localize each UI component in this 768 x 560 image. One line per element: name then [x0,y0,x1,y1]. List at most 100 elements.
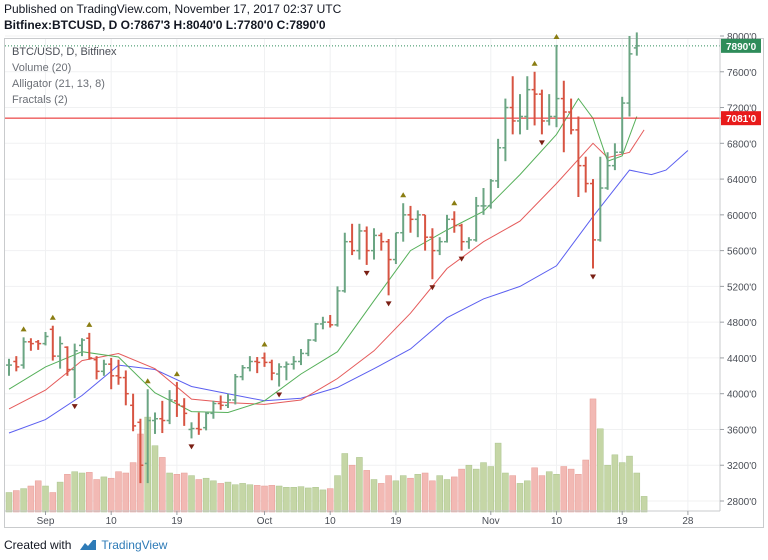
ohlc-bar [334,286,341,327]
fractal-up-marker [144,378,151,384]
volume-bar [86,472,93,513]
price-tick-label: 7600'0 [727,68,757,79]
ohlc-bar [597,156,604,242]
ohlc-bar [509,76,516,135]
fractal-up-marker [400,192,407,198]
ohlc-bar [86,332,93,360]
tradingview-brand: TradingView [101,538,168,552]
chart-frame [4,38,764,528]
ohlc-bar [71,343,78,399]
volume-bar [392,480,400,513]
ohlc-bar [487,179,494,209]
volume-bar [640,496,648,513]
ohlc-bar [13,356,20,372]
volume-bar [524,480,531,513]
last-price-label: 7890'0 [726,42,757,53]
volume-bar [597,428,604,513]
volume-bar [305,487,312,513]
volume-bar [195,479,203,513]
volume-bar [34,480,42,513]
ohlc-bar [290,356,297,370]
created-with-text: Created with [4,538,72,552]
ohlc-bar [6,358,12,376]
volume-bar [159,457,166,513]
volume-bar [166,472,173,513]
volume-bar [348,464,356,513]
volume-bar [253,485,261,513]
volume-bar [107,477,115,513]
ohlc-bar [436,237,443,256]
price-tick-label: 5600'0 [727,247,757,258]
volume-bar [429,480,436,513]
ohlc-bar [108,357,115,390]
volume-bar [378,483,385,513]
ohlc-bar [619,96,626,155]
ohlc-bar [276,363,283,387]
time-tick-label: 10 [106,516,118,527]
ohlc-bar [495,138,502,189]
volume-bar [472,468,480,513]
volume-bar [93,479,100,513]
ohlc-bar [560,80,567,153]
ohlc-bar [575,116,582,197]
price-tick-label: 7200'0 [727,104,757,115]
indicator-fractals[interactable]: Fractals (2) [12,94,68,106]
ohlc-bar [57,336,64,369]
ohlc-bar [422,214,429,251]
volume-bar [604,464,611,513]
ohlc-bar [159,400,166,434]
ohlc-bar [524,76,531,130]
fractal-down-marker [590,274,596,280]
ohlc-bar [407,205,414,233]
volume-bar [334,475,341,513]
ohlc-bar [42,331,49,346]
volume-bar [399,475,407,513]
ohlc-bar [626,36,633,117]
volume-bar [414,474,422,513]
ohlc-bar [568,98,575,135]
price-tick-label: 4400'0 [727,354,757,365]
volume-bar [246,484,254,513]
volume-bar [5,492,13,513]
ohlc-bar [538,89,545,135]
fractal-up-marker [451,200,458,206]
volume-bar [567,468,575,513]
ohlc-bar [283,361,290,381]
volume-bar [13,490,20,513]
time-tick-label: Oct [257,516,273,527]
price-tick-label: 6400'0 [727,175,757,186]
time-tick-label: Nov [482,516,500,527]
ohlc-bar [356,223,363,260]
ohlc-bar [363,226,370,265]
price-tick-label: 4800'0 [727,318,757,329]
volume-bar [421,472,429,513]
indicator-volume[interactable]: Volume (20) [12,62,72,74]
volume-bar [443,479,451,513]
volume-bar [49,492,57,513]
fractal-up-marker [261,341,268,347]
ohlc-bar [480,188,487,215]
volume-bar [129,462,137,513]
ohlc-bar [261,352,268,367]
ohlc-bar [144,389,151,484]
volume-bar [297,486,305,513]
volume-bar [180,472,188,513]
ohlc-bar [502,98,509,162]
ohlc-bar [517,94,523,135]
ohlc-bar [130,393,137,432]
indicator-alligator[interactable]: Alligator (21, 13, 8) [12,78,105,90]
ohlc-bar [210,400,217,419]
fractal-down-marker [188,444,195,450]
ohlc-bar [93,356,100,380]
volume-bar [575,474,582,513]
volume-bar [78,472,86,513]
ohlc-bar [582,156,589,193]
ohlc-bar [305,339,312,357]
tradingview-link[interactable]: TradingView [79,538,167,552]
ohlc-bar [378,232,385,251]
volume-bar [261,485,268,513]
ohlc-bar [173,382,180,417]
volume-bar [232,484,239,513]
ohlc-bar [246,356,253,372]
